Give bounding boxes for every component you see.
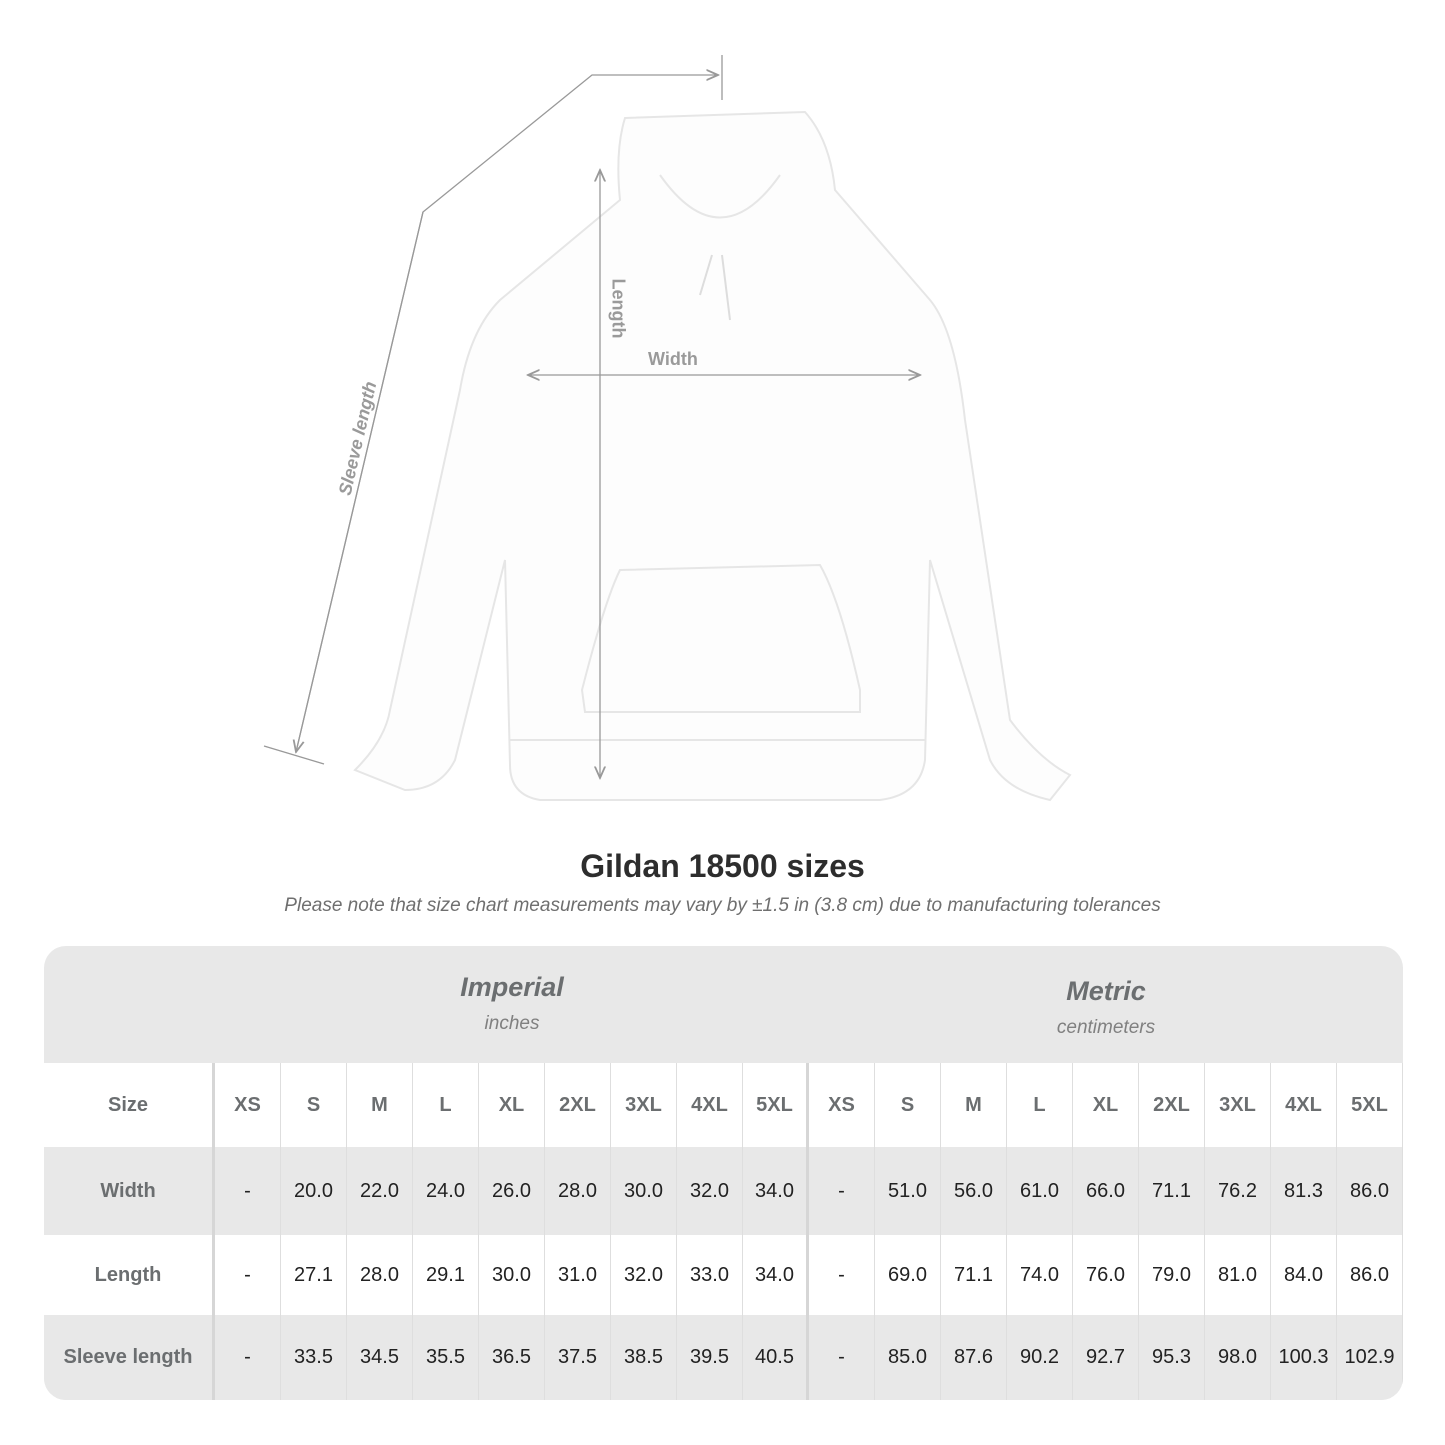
value-cell-metric: 90.2 <box>1007 1315 1073 1400</box>
value-cell-imperial: 27.1 <box>281 1235 347 1315</box>
value-cell-metric: 86.0 <box>1337 1147 1403 1235</box>
value-cell-imperial: - <box>215 1315 281 1400</box>
imperial-header: Imperial inches <box>215 946 809 1063</box>
size-header-row: Size XS S M L XL 2XL 3XL 4XL 5XL XS S M L XL 2XL 3XL 4XL 5… <box>44 1063 1403 1147</box>
value-cell-metric: 71.1 <box>1139 1147 1205 1235</box>
value-cell-metric: 81.0 <box>1205 1235 1271 1315</box>
value-cell-metric: 85.0 <box>875 1315 941 1400</box>
value-cell-metric: - <box>809 1147 875 1235</box>
size-column-label: Size <box>44 1063 215 1147</box>
size-header-metric: XL <box>1073 1063 1139 1147</box>
imperial-unit: inches <box>484 1013 540 1034</box>
value-cell-imperial: 31.0 <box>545 1235 611 1315</box>
value-cell-metric: 71.1 <box>941 1235 1007 1315</box>
value-cell-metric: 51.0 <box>875 1147 941 1235</box>
metric-unit: centimeters <box>1056 1017 1156 1038</box>
value-cell-metric: 81.3 <box>1271 1147 1337 1235</box>
size-header-metric: M <box>941 1063 1007 1147</box>
value-cell-imperial: 30.0 <box>611 1147 677 1235</box>
length-label: Length <box>608 278 629 339</box>
value-cell-imperial: 34.5 <box>347 1315 413 1400</box>
size-header-metric: XS <box>809 1063 875 1147</box>
value-cell-metric: 100.3 <box>1271 1315 1337 1400</box>
row-label: Width <box>44 1147 215 1235</box>
size-header-imperial: 5XL <box>743 1063 809 1147</box>
value-cell-metric: 84.0 <box>1271 1235 1337 1315</box>
imperial-title: Imperial <box>460 972 564 1002</box>
size-header-metric: L <box>1007 1063 1073 1147</box>
size-header-imperial: 2XL <box>545 1063 611 1147</box>
size-header-metric: S <box>875 1063 941 1147</box>
size-header-metric: 3XL <box>1205 1063 1271 1147</box>
value-cell-imperial: - <box>215 1235 281 1315</box>
value-cell-imperial: 33.0 <box>677 1235 743 1315</box>
size-header-imperial: 4XL <box>677 1063 743 1147</box>
value-cell-imperial: 24.0 <box>413 1147 479 1235</box>
row-label: Sleeve length <box>44 1315 215 1400</box>
size-header-metric: 5XL <box>1337 1063 1403 1147</box>
value-cell-metric: 95.3 <box>1139 1315 1205 1400</box>
value-cell-metric: 92.7 <box>1073 1315 1139 1400</box>
row-label: Length <box>44 1235 215 1315</box>
metric-header: Metric centimeters <box>809 946 1403 1063</box>
value-cell-imperial: 37.5 <box>545 1315 611 1400</box>
table-row: Sleeve length -33.5 34.5 35.5 36.5 37.5 38.5 39… <box>44 1315 1403 1400</box>
table-row: Length -27.1 28.0 29.1 30.0 31.0 32.0 33.0 34.0-… <box>44 1235 1403 1315</box>
value-cell-metric: 76.0 <box>1073 1235 1139 1315</box>
value-cell-imperial: 40.5 <box>743 1315 809 1400</box>
hoodie-image <box>353 110 1072 802</box>
value-cell-metric: 66.0 <box>1073 1147 1139 1235</box>
value-cell-imperial: 29.1 <box>413 1235 479 1315</box>
value-cell-metric: 76.2 <box>1205 1147 1271 1235</box>
size-header-metric: 2XL <box>1139 1063 1205 1147</box>
measurement-lines <box>263 55 920 778</box>
hoodie-diagram <box>263 55 1072 802</box>
size-header-imperial: S <box>281 1063 347 1147</box>
chart-title: Gildan 18500 sizes <box>580 848 865 884</box>
value-cell-imperial: - <box>215 1147 281 1235</box>
value-cell-imperial: 26.0 <box>479 1147 545 1235</box>
value-cell-metric: 69.0 <box>875 1235 941 1315</box>
value-cell-metric: 98.0 <box>1205 1315 1271 1400</box>
size-header-metric: 4XL <box>1271 1063 1337 1147</box>
value-cell-imperial: 33.5 <box>281 1315 347 1400</box>
metric-title: Metric <box>1066 976 1146 1006</box>
value-cell-imperial: 22.0 <box>347 1147 413 1235</box>
value-cell-imperial: 28.0 <box>347 1235 413 1315</box>
size-header-imperial: XL <box>479 1063 545 1147</box>
size-header-imperial: L <box>413 1063 479 1147</box>
value-cell-metric: 87.6 <box>941 1315 1007 1400</box>
value-cell-imperial: 34.0 <box>743 1235 809 1315</box>
value-cell-imperial: 35.5 <box>413 1315 479 1400</box>
value-cell-metric: - <box>809 1235 875 1315</box>
size-header-imperial: M <box>347 1063 413 1147</box>
value-cell-imperial: 20.0 <box>281 1147 347 1235</box>
value-cell-imperial: 28.0 <box>545 1147 611 1235</box>
size-header-imperial: 3XL <box>611 1063 677 1147</box>
table-row: Width -20.0 22.0 24.0 26.0 28.0 30.0 32.0 34.0-5… <box>44 1147 1403 1235</box>
tolerance-note: Please note that size chart measurements… <box>284 895 1161 916</box>
value-cell-metric: 56.0 <box>941 1147 1007 1235</box>
value-cell-imperial: 34.0 <box>743 1147 809 1235</box>
value-cell-imperial: 32.0 <box>677 1147 743 1235</box>
value-cell-metric: - <box>809 1315 875 1400</box>
value-cell-metric: 74.0 <box>1007 1235 1073 1315</box>
size-table: Imperial inches Metric centimeters Size X… <box>44 946 1403 1400</box>
value-cell-imperial: 39.5 <box>677 1315 743 1400</box>
value-cell-metric: 61.0 <box>1007 1147 1073 1235</box>
value-cell-imperial: 36.5 <box>479 1315 545 1400</box>
size-header-imperial: XS <box>215 1063 281 1147</box>
width-label: Width <box>648 349 698 369</box>
value-cell-metric: 86.0 <box>1337 1235 1403 1315</box>
value-cell-imperial: 30.0 <box>479 1235 545 1315</box>
value-cell-imperial: 38.5 <box>611 1315 677 1400</box>
value-cell-metric: 79.0 <box>1139 1235 1205 1315</box>
value-cell-metric: 102.9 <box>1337 1315 1403 1400</box>
value-cell-imperial: 32.0 <box>611 1235 677 1315</box>
